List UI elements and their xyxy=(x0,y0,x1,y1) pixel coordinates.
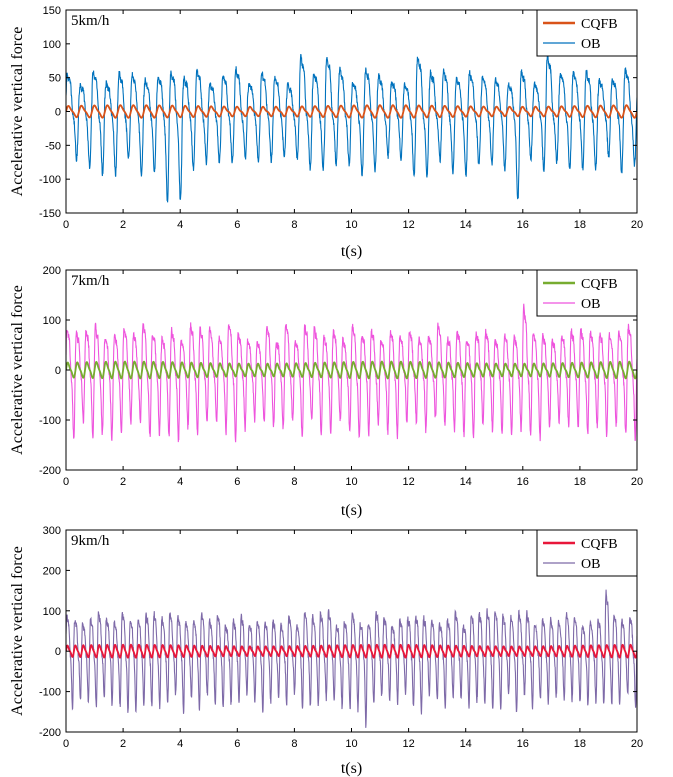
x-tick-label: 0 xyxy=(63,476,69,488)
x-tick-label: 2 xyxy=(120,738,126,750)
series-line-ob xyxy=(66,303,637,443)
x-tick-label: 2 xyxy=(120,476,126,488)
x-tick-label: 12 xyxy=(402,219,414,231)
x-tick-label: 10 xyxy=(345,219,357,231)
x-tick-label: 16 xyxy=(517,476,529,488)
panel-title: 7km/h xyxy=(71,273,110,289)
y-tick-label: 0 xyxy=(55,646,61,658)
x-tick-label: 20 xyxy=(631,219,643,231)
panel-title: 9km/h xyxy=(71,533,110,549)
y-tick-label: 200 xyxy=(43,265,61,277)
x-axis-label: t(s) xyxy=(341,502,362,519)
x-tick-label: 14 xyxy=(460,476,472,488)
x-tick-label: 6 xyxy=(234,476,240,488)
y-tick-label: -150 xyxy=(39,208,61,220)
legend-label-ob: OB xyxy=(581,557,600,572)
series-line-cqfb xyxy=(66,643,637,659)
y-tick-label: 300 xyxy=(43,525,61,537)
x-tick-label: 18 xyxy=(574,476,586,488)
y-tick-label: -200 xyxy=(39,465,61,477)
y-tick-label: -200 xyxy=(39,727,61,739)
x-tick-label: 18 xyxy=(574,738,586,750)
chart-panel-1: 0 2 4 6 8 10 12 14 16 18 20 -150 -100 -50 0 50 100 150 5km… xyxy=(9,5,643,260)
legend-box xyxy=(536,529,638,577)
x-tick-label: 4 xyxy=(177,219,183,231)
legend: CQFB OB xyxy=(536,529,638,577)
x-tick-label: 10 xyxy=(345,476,357,488)
x-tick-label: 0 xyxy=(63,219,69,231)
x-tick-label: 16 xyxy=(517,219,529,231)
x-tick-label: 10 xyxy=(345,738,357,750)
legend-label-cqfb: CQFB xyxy=(581,17,618,32)
x-tick-label: 20 xyxy=(631,476,643,488)
chart-panel-3: 0 2 4 6 8 10 12 14 16 18 20 -200 -100 0 100 200 300 9km/h… xyxy=(9,525,643,777)
legend-box xyxy=(536,269,638,317)
x-tick-label: 6 xyxy=(234,219,240,231)
y-tick-label: 100 xyxy=(43,315,61,327)
x-tick-label: 8 xyxy=(291,219,297,231)
x-tick-label: 6 xyxy=(234,738,240,750)
x-tick-label: 18 xyxy=(574,219,586,231)
legend-label-ob: OB xyxy=(581,297,600,312)
legend-label-cqfb: CQFB xyxy=(581,277,618,292)
x-tick-label: 4 xyxy=(177,476,183,488)
legend-box xyxy=(536,9,638,57)
y-tick-label: 0 xyxy=(55,107,61,119)
y-axis-label: Accelerative vertical force xyxy=(9,27,26,197)
y-tick-label: 200 xyxy=(43,565,61,577)
y-axis-label: Accelerative vertical force xyxy=(9,285,26,455)
x-tick-label: 0 xyxy=(63,738,69,750)
y-tick-label: 50 xyxy=(49,73,61,85)
x-tick-label: 12 xyxy=(402,476,414,488)
legend: CQFB OB xyxy=(536,269,638,317)
y-tick-label: 150 xyxy=(43,5,61,17)
y-tick-label: -100 xyxy=(39,415,61,427)
x-tick-label: 16 xyxy=(517,738,529,750)
x-tick-label: 4 xyxy=(177,738,183,750)
x-tick-label: 14 xyxy=(460,738,472,750)
x-tick-label: 8 xyxy=(291,476,297,488)
x-tick-label: 2 xyxy=(120,219,126,231)
y-tick-label: 100 xyxy=(43,39,61,51)
x-tick-label: 8 xyxy=(291,738,297,750)
legend-label-cqfb: CQFB xyxy=(581,537,618,552)
y-tick-label: -50 xyxy=(45,140,61,152)
y-tick-label: -100 xyxy=(39,687,61,699)
x-tick-label: 14 xyxy=(460,219,472,231)
y-tick-label: 0 xyxy=(55,365,61,377)
y-tick-label: 100 xyxy=(43,606,61,618)
series-line-ob xyxy=(66,589,637,728)
series-line-ob xyxy=(66,53,637,203)
legend: CQFB OB xyxy=(536,9,638,57)
chart-panel-2: 0 2 4 6 8 10 12 14 16 18 20 -200 -100 0 100 200 7km/h t(s… xyxy=(9,265,643,519)
y-tick-label: -100 xyxy=(39,174,61,186)
legend-label-ob: OB xyxy=(581,37,600,52)
series-line-cqfb xyxy=(66,360,637,380)
x-axis-label: t(s) xyxy=(341,760,362,777)
x-axis-label: t(s) xyxy=(341,243,362,260)
y-axis-label: Accelerative vertical force xyxy=(9,546,26,716)
x-tick-label: 20 xyxy=(631,738,643,750)
x-tick-label: 12 xyxy=(402,738,414,750)
panel-title: 5km/h xyxy=(71,13,110,29)
series-line-cqfb xyxy=(66,104,637,119)
